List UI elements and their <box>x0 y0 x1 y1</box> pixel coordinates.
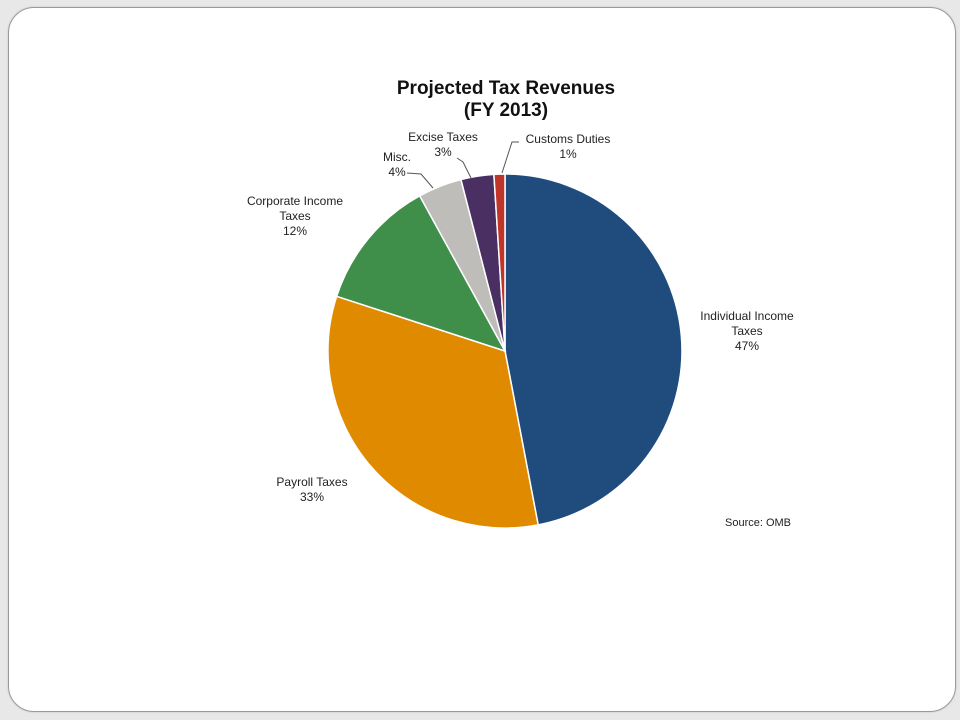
pie-slice-payroll-taxes <box>327 295 540 529</box>
source-note: Source: OMB <box>725 517 791 529</box>
leader-lines <box>406 141 519 189</box>
slice-label-excise-taxes: Excise Taxes 3% <box>408 130 478 159</box>
pie-slice-corporate-income-taxes <box>335 194 507 353</box>
leader-line <box>406 172 434 189</box>
pie-slice-individual-income-taxes <box>504 173 683 526</box>
pie-slices <box>327 173 683 529</box>
chart-title: Projected Tax Revenues <box>397 78 615 99</box>
pie-slice-customs-duties <box>493 173 506 352</box>
leader-line <box>501 141 519 174</box>
pie-chart: Projected Tax Revenues (FY 2013) Individ… <box>247 78 794 529</box>
slice-label-payroll-taxes: Payroll Taxes 33% <box>276 475 347 504</box>
slice-label-misc: Misc. 4% <box>383 150 411 179</box>
slice-label-corporate-income-taxes: Corporate Income Taxes 12% <box>247 194 343 238</box>
slide: Projected Tax Revenues (FY 2013) Individ… <box>8 7 956 712</box>
slice-labels: Individual Income Taxes 47% Payroll Taxes 33… <box>247 130 794 504</box>
slice-label-customs-duties: Customs Duties 1% <box>526 132 611 161</box>
slice-label-individual-income-taxes: Individual Income Taxes 47% <box>700 309 794 353</box>
chart-subtitle: (FY 2013) <box>464 100 548 121</box>
leader-line <box>456 157 472 179</box>
